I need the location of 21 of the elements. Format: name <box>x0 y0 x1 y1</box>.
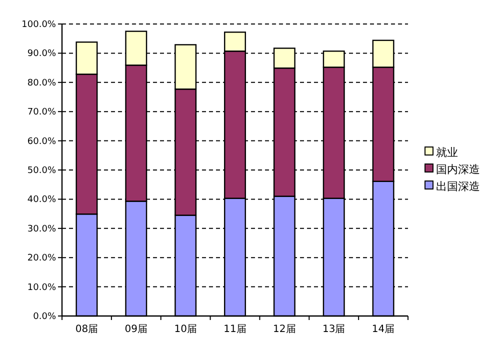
y-tick-label: 90.0% <box>27 49 56 60</box>
x-tick-label: 14届 <box>372 324 395 335</box>
y-tick-label: 40.0% <box>27 195 56 206</box>
y-tick-label: 50.0% <box>27 166 56 176</box>
x-tick-label: 11届 <box>224 324 246 335</box>
x-tick-label: 08届 <box>75 324 98 335</box>
legend-label: 国内深造 <box>436 163 480 176</box>
legend-label: 出国深造 <box>436 180 480 193</box>
y-tick-label: 70.0% <box>27 108 56 118</box>
x-tick-label: 12届 <box>273 324 296 335</box>
y-tick-label: 60.0% <box>27 136 56 147</box>
x-tick-label: 13届 <box>322 324 346 335</box>
legend-label: 就业 <box>436 146 458 159</box>
y-tick-label: 30.0% <box>27 224 56 234</box>
y-tick-label: 10.0% <box>27 282 56 293</box>
y-tick-label: 20.0% <box>27 254 56 264</box>
x-tick-label: 09届 <box>124 324 148 335</box>
y-tick-label: 0.0% <box>33 312 56 322</box>
y-tick-label: 100.0% <box>22 20 56 30</box>
x-tick-label: 10届 <box>174 324 197 335</box>
y-tick-label: 80.0% <box>27 78 56 88</box>
